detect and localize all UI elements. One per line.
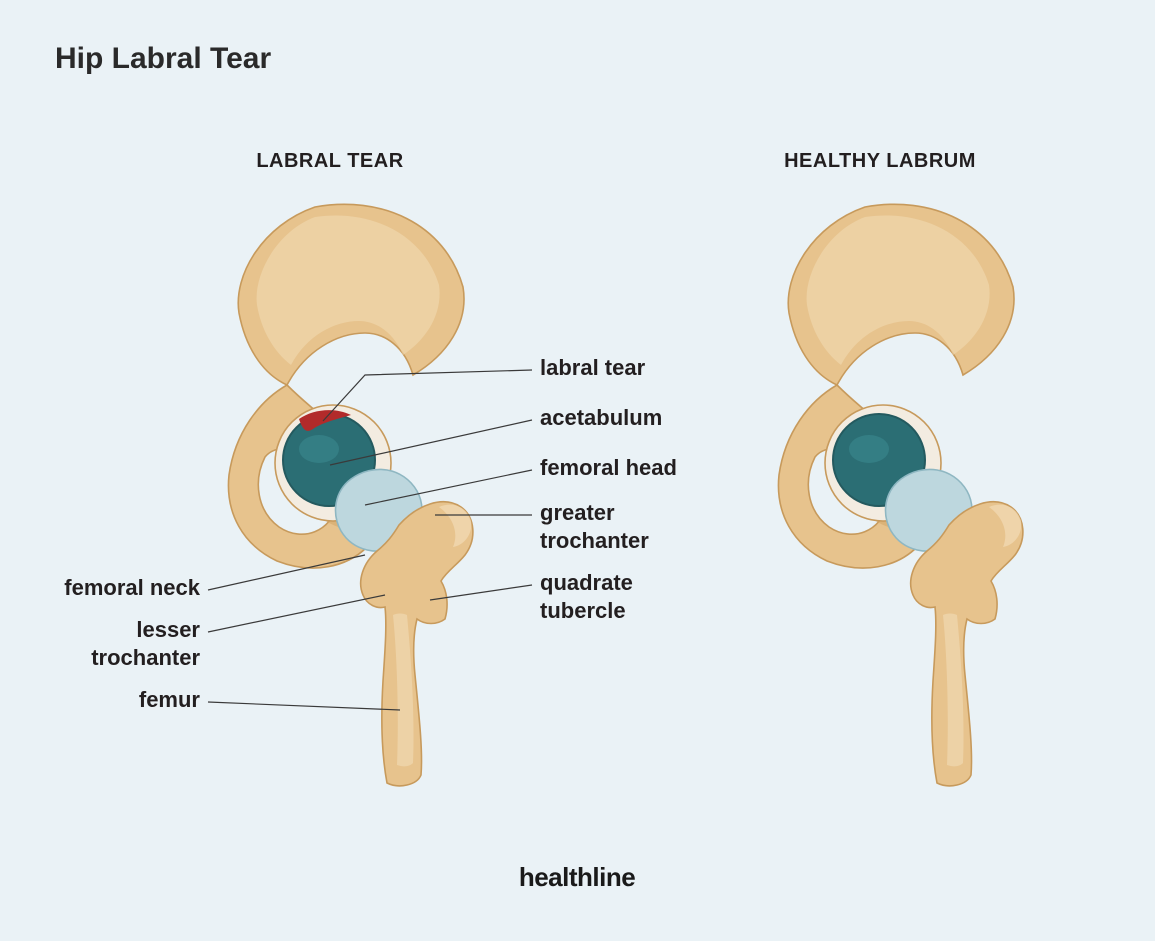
hip-illustration-torn [195, 195, 495, 795]
diagram-stage: Hip Labral Tear LABRAL TEAR HEALTHY LABR… [0, 0, 1155, 941]
annotation-femoral_head: femoral head [540, 454, 677, 482]
annotation-femoral_neck: femoral neck [64, 574, 200, 602]
panel-title-healthy-labrum: HEALTHY LABRUM [680, 150, 1080, 173]
annotation-greater_trochanter: greater trochanter [540, 499, 649, 554]
panel-title-labral-tear: LABRAL TEAR [130, 150, 530, 173]
page-title: Hip Labral Tear [55, 42, 271, 76]
annotation-quadrate_tubercle: quadrate tubercle [540, 569, 633, 624]
annotation-labral_tear: labral tear [540, 354, 645, 382]
annotation-acetabulum: acetabulum [540, 404, 662, 432]
brand-logo: healthline [427, 862, 727, 893]
annotation-femur: femur [139, 686, 200, 714]
annotation-lesser_trochanter: lesser trochanter [91, 616, 200, 671]
hip-illustration-healthy [745, 195, 1045, 795]
